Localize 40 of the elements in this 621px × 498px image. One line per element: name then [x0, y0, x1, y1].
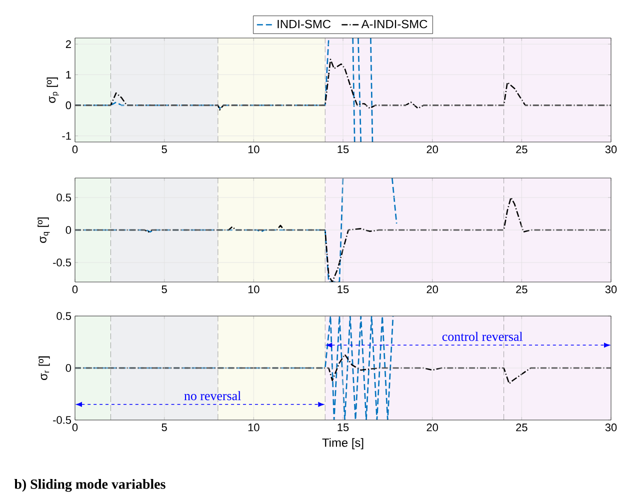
legend-label: A-INDI-SMC [361, 20, 428, 28]
x-tick-label: 20 [426, 286, 438, 294]
x-tick-label: 30 [605, 424, 617, 432]
annotation: control reversal [442, 332, 523, 341]
x-tick-label: 10 [248, 286, 260, 294]
x-tick-label: 15 [338, 286, 349, 294]
y-tick-label: -0.5 [53, 258, 72, 266]
y-axis-title: σ$_{r}$ [º] [38, 356, 50, 380]
x-tick-label: 0 [72, 424, 78, 432]
x-tick-label: 10 [248, 424, 260, 432]
x-tick-label: 15 [338, 424, 349, 432]
y-tick-label: -0.5 [53, 416, 72, 424]
x-tick-label: 5 [162, 286, 167, 294]
y-tick-label: -1 [62, 132, 71, 140]
x-tick-label: 5 [162, 146, 167, 154]
legend-label: INDI-SMC [278, 20, 331, 28]
x-tick-label: 0 [72, 286, 78, 294]
y-tick-label: 0 [66, 364, 72, 372]
y-axis-title: σ$_{p}$ [º] [46, 78, 59, 103]
y-tick-label: 0 [66, 226, 72, 234]
x-tick-label: 10 [248, 146, 260, 154]
y-tick-label: 0.5 [56, 312, 72, 320]
y-axis-title: σ$_{q}$ [º] [38, 218, 50, 243]
x-tick-label: 0 [72, 146, 78, 154]
y-tick-label: 2 [66, 40, 71, 48]
x-tick-label: 30 [605, 146, 617, 154]
y-tick-label: 0.5 [56, 194, 72, 202]
annotation: no reversal [184, 391, 241, 400]
x-tick-label: 20 [426, 146, 438, 154]
x-tick-label: 25 [516, 146, 528, 154]
x-tick-label: 25 [516, 424, 528, 432]
x-axis-title: Time [s] [322, 438, 364, 450]
x-tick-label: 25 [516, 286, 528, 294]
x-tick-label: 15 [338, 146, 349, 154]
y-tick-label: 1 [66, 70, 71, 78]
x-tick-label: 30 [605, 286, 617, 294]
text: b) Sliding mode variables [14, 479, 166, 492]
y-tick-label: 0 [66, 101, 72, 110]
x-tick-label: 20 [426, 424, 438, 432]
x-tick-label: 5 [162, 424, 167, 432]
